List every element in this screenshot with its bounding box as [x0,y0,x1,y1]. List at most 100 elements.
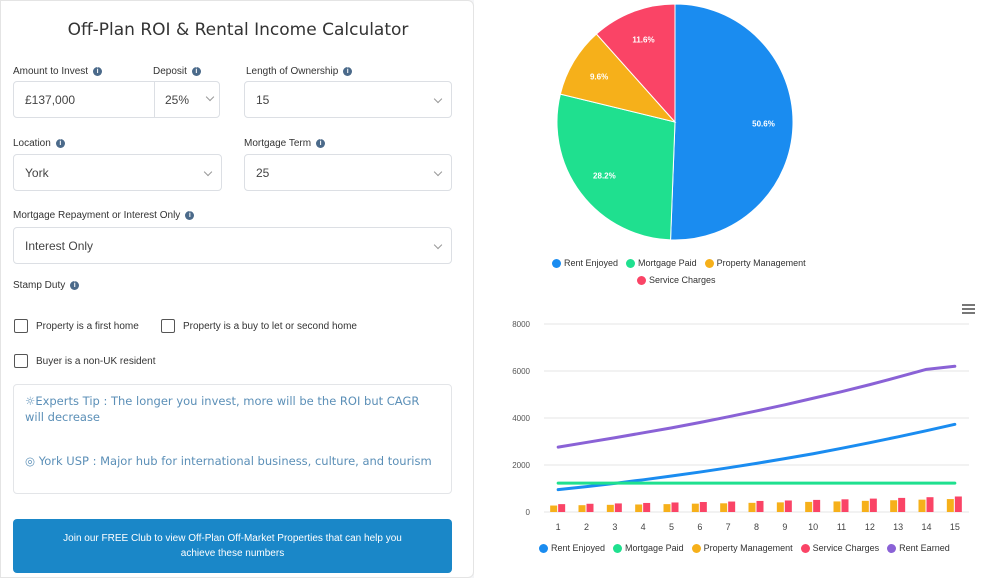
bar[interactable] [635,504,643,512]
info-icon[interactable]: i [55,139,65,148]
legend-item[interactable]: Rent Enjoyed [539,543,605,553]
x-tick-label: 1 [556,522,561,532]
join-club-button[interactable]: Join our FREE Club to view Off-Plan Off-… [13,519,452,573]
repayment-label: Mortgage Repayment or Interest Only i [13,210,195,221]
x-tick-label: 9 [782,522,787,532]
mortgage-term-value: 25 [256,165,270,180]
x-tick-label: 2 [584,522,589,532]
page-title: Off-Plan ROI & Rental Income Calculator [67,20,409,40]
pie-slice[interactable] [670,3,794,241]
legend-item[interactable]: Service Charges [637,275,716,285]
deposit-select[interactable]: 25% [155,82,219,117]
non-uk-checkbox[interactable] [14,354,28,368]
buy-to-let-label: Property is a buy to let or second home [183,321,357,332]
deposit-value: 25% [165,93,190,107]
bar[interactable] [550,505,558,512]
amount-label: Amount to Invest i [13,66,103,77]
legend-swatch [552,258,561,268]
legend-item[interactable]: Mortgage Paid [613,543,684,553]
first-home-checkbox[interactable] [14,319,28,333]
combo-legend: Rent Enjoyed Mortgage Paid Property Mana… [539,543,958,553]
x-tick-label: 12 [865,522,875,532]
x-tick-label: 13 [893,522,903,532]
pie-slice-label: 9.6% [590,72,608,81]
buy-to-let-checkbox[interactable] [161,319,175,333]
pie-slice[interactable] [556,93,676,241]
x-tick-label: 10 [808,522,818,532]
info-icon[interactable]: i [343,67,353,76]
bar[interactable] [643,502,651,512]
y-tick-label: 4000 [512,414,530,423]
bar[interactable] [776,502,784,512]
legend-item[interactable]: Rent Earned [887,543,950,553]
bar[interactable] [926,497,934,512]
x-tick-label: 15 [950,522,960,532]
bar[interactable] [890,500,898,512]
bar[interactable] [614,503,622,512]
bar[interactable] [813,499,821,512]
bar[interactable] [946,499,954,512]
mortgage-term-label: Mortgage Term i [244,138,326,149]
location-label: Location i [13,138,65,149]
bar[interactable] [720,503,728,512]
mortgage-term-select[interactable]: 25 [244,154,452,191]
legend-item[interactable]: Rent Enjoyed [552,258,618,268]
bar[interactable] [663,504,671,512]
bar[interactable] [586,503,594,512]
legend-swatch [626,258,636,268]
legend-swatch [887,543,897,553]
pie-legend: Rent Enjoyed Mortgage Paid Property Mana… [552,258,814,268]
chevron-down-icon [205,92,215,102]
info-icon[interactable]: i [185,211,195,220]
length-select[interactable]: 15 [244,81,452,118]
deposit-label: Deposit i [153,66,201,77]
pie-slice[interactable] [595,3,676,124]
legend-item[interactable]: Property Management [691,543,793,553]
info-icon[interactable]: i [191,67,201,76]
info-icon[interactable]: i [70,281,80,290]
menu-icon[interactable] [962,304,975,314]
bar[interactable] [558,504,566,512]
legend-swatch [637,275,646,285]
repayment-select[interactable]: Interest Only [13,227,452,264]
bar[interactable] [784,500,792,512]
bar[interactable] [954,496,962,512]
bar[interactable] [869,498,877,512]
legend-item[interactable]: Service Charges [800,543,879,553]
repayment-value: Interest Only [25,238,94,253]
amount-input[interactable]: £137,000 [25,93,76,107]
pie-legend-row2: Service Charges [637,275,724,285]
bar[interactable] [833,501,841,512]
legend-swatch [800,543,810,553]
series-line[interactable] [556,422,957,492]
bar[interactable] [606,504,614,512]
pie-chart: 50.6% 28.2% 9.6% 11.6% [556,3,794,241]
pie-slice-label: 50.6% [752,120,775,129]
bar[interactable] [691,503,699,512]
bar[interactable] [728,501,736,512]
info-icon[interactable]: i [93,67,103,76]
series-line[interactable] [556,364,957,449]
y-tick-label: 6000 [512,367,530,376]
bar[interactable] [861,500,869,512]
bar[interactable] [671,502,679,512]
legend-swatch [704,258,714,268]
charts-panel: 50.6% 28.2% 9.6% 11.6% Rent Enjoyed Mortgag… [474,0,1000,578]
bar[interactable] [918,499,926,512]
length-label: Length of Ownership i [246,66,353,77]
bar[interactable] [805,501,813,512]
legend-item[interactable]: Mortgage Paid [626,258,697,268]
bar[interactable] [756,500,764,512]
legend-item[interactable]: Property Management [704,258,806,268]
bar[interactable] [578,505,586,512]
x-tick-label: 6 [697,522,702,532]
legend-swatch [613,543,623,553]
divider [154,82,155,117]
bar[interactable] [898,497,906,512]
bar[interactable] [841,499,849,512]
bar[interactable] [748,502,756,512]
location-select[interactable]: York [13,154,222,191]
info-icon[interactable]: i [316,139,326,148]
bar[interactable] [699,502,707,512]
